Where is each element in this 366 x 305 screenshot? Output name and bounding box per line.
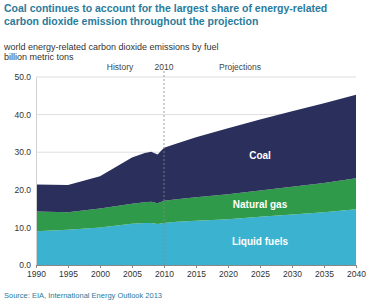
tick-label: 2015 [187, 269, 206, 279]
tick: 2020 [219, 265, 238, 279]
axis-line [37, 266, 357, 269]
x-axis: 1990 1995 2000 2005 2010 2015 2020 2025 2030 2035… [27, 265, 366, 279]
tick-label: 2000 [91, 269, 110, 279]
tick-mark [164, 265, 165, 268]
source: Source: EIA, International Energy Outloo… [4, 291, 162, 300]
tick: 2025 [251, 265, 270, 279]
tick-mark [324, 265, 325, 268]
divider-line [164, 71, 165, 265]
title: Coal continues to account for the larges… [4, 2, 327, 27]
tick-mark [228, 265, 229, 268]
tick-mark [100, 265, 101, 268]
annotation: 2010 [155, 62, 174, 72]
tick: 10.0 [14, 223, 36, 233]
tick-mark [132, 265, 133, 268]
tick: 2010 [155, 265, 174, 279]
grid [36, 77, 356, 265]
y-axis: 0.010.020.030.040.050.0 [14, 72, 36, 270]
tick-label: 2030 [283, 269, 302, 279]
tick: 2005 [123, 265, 142, 279]
tick-label: 2020 [219, 269, 238, 279]
annotations: History 2010 Projections [107, 62, 261, 265]
tick-label: 2035 [315, 269, 334, 279]
annotation: History [107, 62, 134, 72]
area [36, 95, 356, 213]
tick-mark [356, 265, 357, 268]
tick-mark [292, 265, 293, 268]
tick: 2000 [91, 265, 110, 279]
y-axis-label: billion metric tons [4, 52, 74, 62]
tick: 2030 [283, 265, 302, 279]
tick-mark [36, 265, 37, 268]
tick: 2035 [315, 265, 334, 279]
grid-line [36, 77, 356, 78]
tick-label: 1995 [59, 269, 78, 279]
tick: 50.0 [14, 72, 36, 82]
plot-area [36, 95, 356, 265]
annotation: Projections [219, 62, 261, 72]
tick-label: 20.0 [14, 185, 31, 195]
series-label: Natural gas [233, 199, 288, 210]
tick-label: 50.0 [14, 72, 31, 82]
subtitle: world energy-related carbon dioxide emis… [3, 42, 219, 52]
chart: Coal continues to account for the larges… [0, 0, 366, 305]
tick: 20.0 [14, 185, 36, 195]
tick-mark [196, 265, 197, 268]
tick-label: 30.0 [14, 147, 31, 157]
tick: 40.0 [14, 110, 36, 120]
tick-label: 2005 [123, 269, 142, 279]
tick-label: 2040 [347, 269, 366, 279]
axis-line [36, 78, 37, 266]
tick: 1995 [59, 265, 78, 279]
tick: 1990 [27, 265, 46, 279]
tick: 2040 [347, 265, 366, 279]
tick-label: 40.0 [14, 110, 31, 120]
tick-label: 2010 [155, 269, 174, 279]
tick-label: 10.0 [14, 223, 31, 233]
tick-label: 1990 [27, 269, 46, 279]
series-label: Coal [249, 150, 271, 161]
tick-mark [68, 265, 69, 268]
tick-mark [260, 265, 261, 268]
tick-label: 2025 [251, 269, 270, 279]
series-label: Liquid fuels [232, 236, 289, 247]
tick: 30.0 [14, 147, 36, 157]
series-labels: Liquid fuels Natural gas Coal [232, 150, 289, 247]
tick: 2015 [187, 265, 206, 279]
